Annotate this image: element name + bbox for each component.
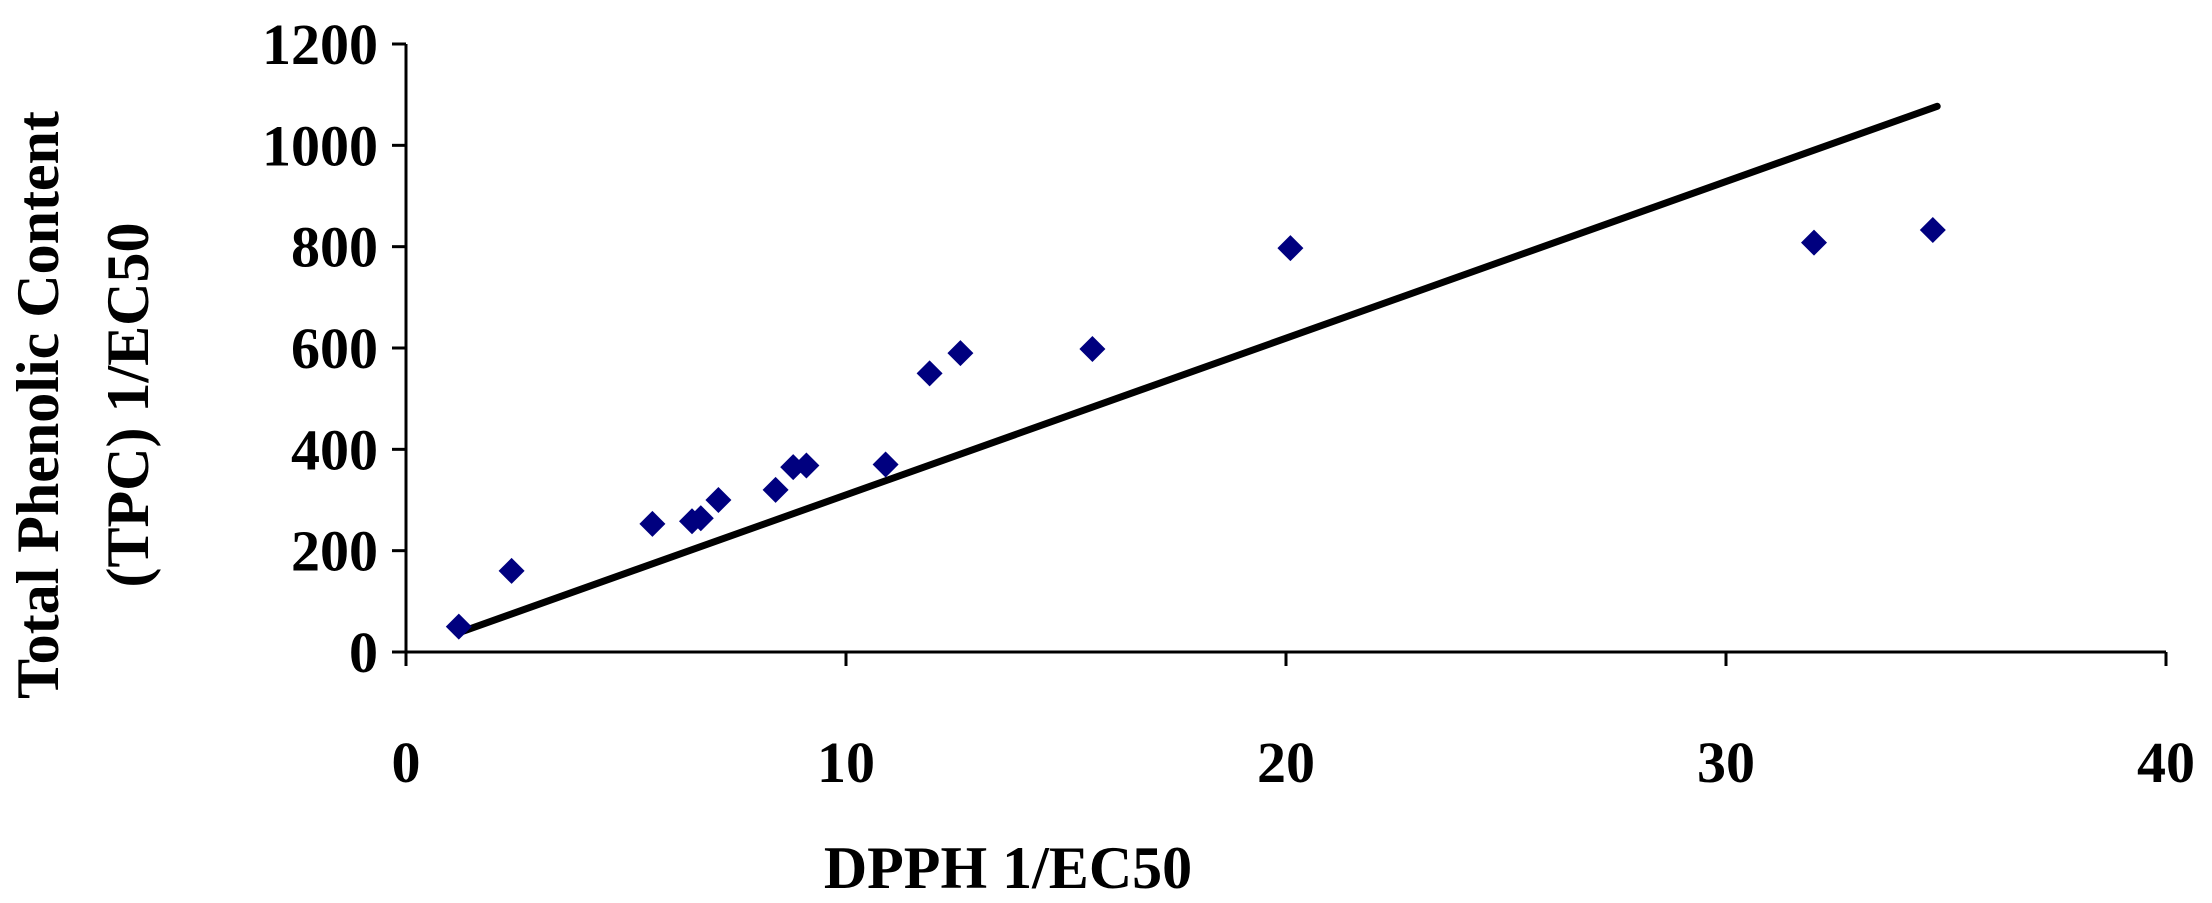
y-tick-label: 0 bbox=[349, 620, 378, 685]
data-point bbox=[687, 505, 714, 532]
y-tick-label: 800 bbox=[291, 215, 378, 280]
data-point bbox=[1919, 216, 1946, 243]
data-point bbox=[445, 613, 472, 640]
y-tick-label: 400 bbox=[291, 417, 378, 482]
y-axis-title: Total Phenolic Content (TPC) 1/EC50 bbox=[5, 111, 161, 699]
y-tick-label: 600 bbox=[291, 316, 378, 381]
data-point bbox=[947, 340, 974, 367]
data-point bbox=[1079, 336, 1106, 363]
data-point bbox=[639, 510, 666, 537]
data-point bbox=[1277, 235, 1304, 262]
y-tick-label: 1200 bbox=[262, 12, 378, 77]
data-points bbox=[445, 216, 1946, 640]
data-point bbox=[705, 487, 732, 513]
y-axis-title-line-2: (TPC) 1/EC50 bbox=[95, 223, 161, 588]
data-point bbox=[916, 360, 943, 387]
data-point bbox=[872, 451, 899, 478]
y-tick-label: 1000 bbox=[262, 113, 378, 178]
data-point bbox=[762, 476, 789, 503]
y-tick-label: 200 bbox=[291, 519, 378, 584]
x-tick-label: 10 bbox=[817, 730, 875, 795]
trendline-group bbox=[455, 102, 1941, 637]
x-tick-label: 40 bbox=[2137, 730, 2195, 795]
trendline bbox=[455, 102, 1941, 637]
data-point bbox=[1801, 229, 1827, 256]
data-point bbox=[793, 452, 820, 479]
y-axis-title-line-1: Total Phenolic Content bbox=[5, 111, 71, 699]
x-ticks: 0 10 20 30 40 bbox=[392, 652, 2195, 795]
x-tick-label: 20 bbox=[1257, 730, 1315, 795]
y-ticks: 0 200 400 600 800 1000 1200 bbox=[262, 12, 406, 685]
x-axis-title: DPPH 1/EC50 bbox=[824, 835, 1192, 901]
x-tick-label: 30 bbox=[1697, 730, 1755, 795]
data-point bbox=[498, 557, 525, 584]
x-tick-label: 0 bbox=[392, 730, 421, 795]
